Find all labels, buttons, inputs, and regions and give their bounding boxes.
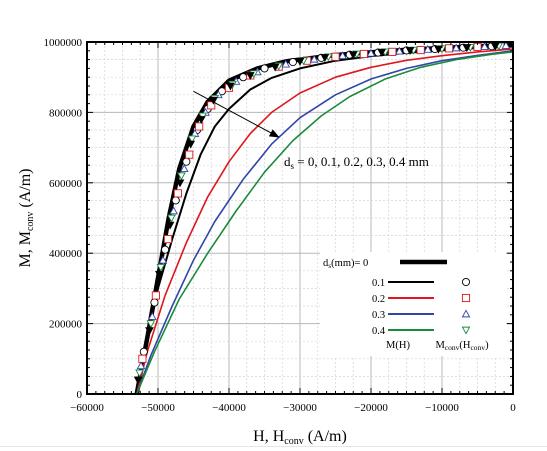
data-point — [338, 51, 347, 60]
data-point — [175, 179, 185, 188]
x-tick-label: 0 — [510, 402, 516, 414]
legend-entries: 0.1 0.2 0.3 0.4 — [372, 259, 471, 337]
y-axis-title: M, Mconv (A/m) — [17, 168, 36, 267]
data-point — [161, 245, 170, 254]
data-point — [331, 52, 340, 61]
legend-col2-label: Mconv(Hconv) — [435, 340, 489, 352]
data-point — [169, 206, 178, 215]
data-point — [196, 116, 206, 124]
data-point — [195, 122, 204, 131]
data-point — [187, 135, 197, 144]
series-markers — [133, 42, 511, 385]
series-line-3 — [135, 49, 513, 394]
legend-col1-label: M(H) — [386, 340, 410, 351]
y-tick-label: 600000 — [49, 178, 83, 190]
data-point — [270, 63, 280, 72]
y-tick-label: 400000 — [49, 248, 83, 260]
data-point — [359, 49, 368, 59]
data-point — [145, 327, 154, 336]
data-point — [423, 44, 433, 53]
x-tick-label: −40000 — [212, 402, 246, 414]
data-point — [366, 48, 376, 57]
annotation-label: ds = 0, 0.1, 0.2, 0.3, 0.4 mm — [284, 154, 429, 171]
data-point — [320, 54, 330, 63]
data-point — [461, 309, 471, 318]
data-point — [451, 43, 461, 52]
data-point — [138, 354, 147, 363]
data-point — [163, 235, 172, 244]
legend: ds(mm)= 0 0.1 0.2 0.3 0.4 M(H) Mconv(Hconv) — [320, 252, 506, 356]
data-point — [133, 376, 143, 385]
series-line-2 — [135, 48, 513, 394]
data-point — [179, 164, 189, 173]
data-point — [348, 51, 358, 60]
x-tick-label: −10000 — [425, 402, 459, 414]
series-line-4 — [135, 51, 513, 394]
data-point — [445, 44, 454, 53]
legend-label: 0.1 — [372, 278, 385, 289]
data-point — [147, 312, 157, 320]
x-tick-label: −30000 — [283, 402, 317, 414]
data-point — [480, 42, 489, 50]
data-point — [165, 221, 175, 230]
data-point — [155, 270, 164, 279]
page-divider — [0, 446, 547, 447]
data-point — [207, 101, 216, 110]
data-point — [171, 196, 180, 205]
data-point — [150, 298, 159, 307]
data-point — [146, 320, 156, 329]
data-point — [461, 277, 471, 287]
data-point — [461, 326, 471, 335]
data-point — [377, 48, 387, 57]
y-tick-label: 0 — [77, 389, 83, 401]
data-point — [260, 64, 269, 73]
data-point — [281, 59, 291, 68]
x-tick-label: −60000 — [70, 402, 104, 414]
legend-background — [320, 252, 506, 356]
axis-ticks — [86, 41, 514, 395]
y-tick-label: 800000 — [49, 107, 83, 119]
y-tick-label: 200000 — [49, 319, 83, 331]
data-point — [135, 369, 144, 378]
data-point — [501, 42, 511, 49]
data-point — [405, 47, 415, 55]
data-point — [167, 214, 176, 223]
data-point — [139, 347, 148, 356]
data-point — [177, 172, 186, 181]
data-point — [416, 46, 425, 55]
data-point — [185, 150, 194, 159]
legend-label: 0.2 — [372, 294, 385, 305]
x-tick-label: −20000 — [354, 402, 388, 414]
data-point — [245, 72, 255, 80]
annotation-arrow — [193, 90, 280, 138]
tick-labels: −60000 −50000 −40000 −30000 −20000 −10000 0 0 20… — [44, 37, 517, 414]
data-point — [156, 263, 166, 272]
legend-label: 0.4 — [372, 326, 386, 337]
data-point — [158, 255, 168, 264]
data-point — [136, 361, 146, 370]
data-point — [395, 46, 404, 55]
y-tick-label: 1000000 — [44, 37, 83, 49]
data-point — [461, 293, 471, 303]
data-point — [182, 157, 191, 166]
data-point — [295, 58, 305, 66]
data-point — [173, 189, 182, 198]
data-point — [186, 140, 196, 149]
data-point — [309, 54, 319, 63]
legend-label: 0.3 — [372, 310, 385, 321]
data-point — [151, 291, 160, 300]
data-point — [288, 58, 297, 67]
x-axis-title: H, Hconv (A/m) — [253, 428, 347, 447]
legend-header: ds(mm)= 0 — [323, 258, 368, 270]
data-point — [434, 45, 443, 54]
data-point — [462, 44, 472, 53]
data-point — [226, 82, 235, 91]
x-tick-label: −50000 — [141, 402, 175, 414]
data-point — [239, 73, 248, 82]
data-point — [388, 47, 397, 56]
